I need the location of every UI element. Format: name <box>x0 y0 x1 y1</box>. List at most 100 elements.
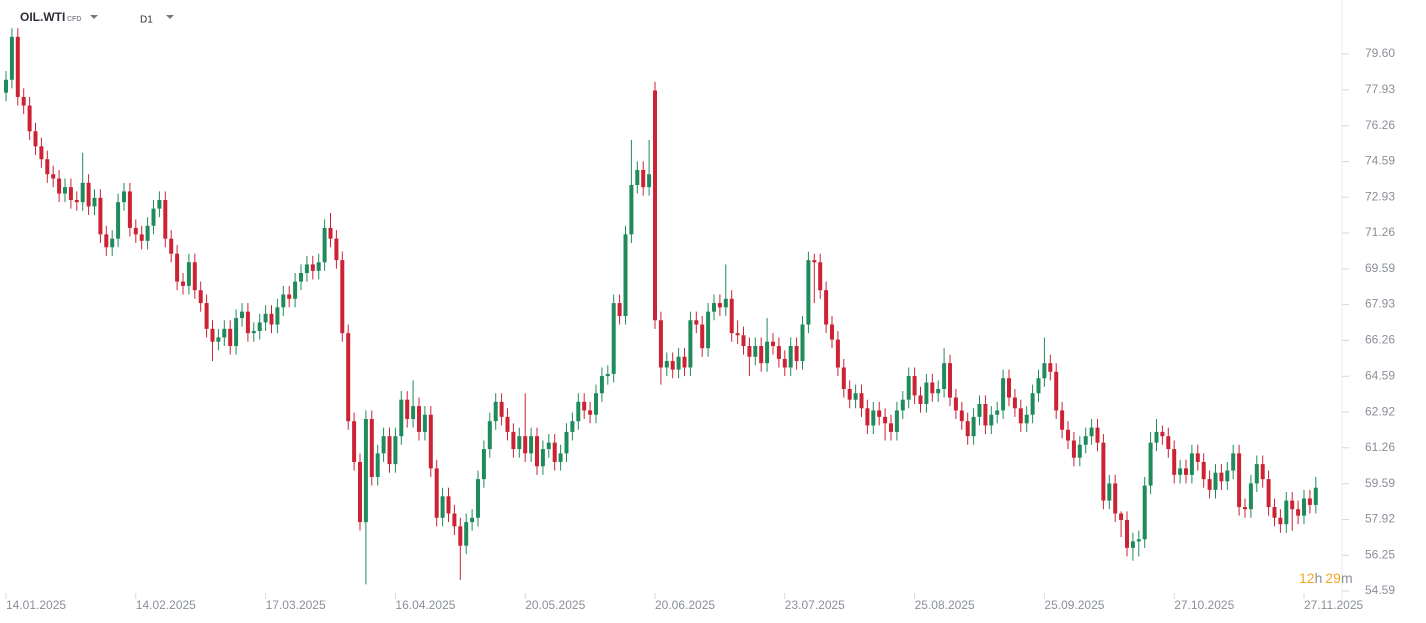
y-tick-label: 77.93 <box>1365 82 1395 96</box>
x-tick-label: 27.11.2025 <box>1304 598 1363 612</box>
candle-body <box>322 227 327 263</box>
candle-body <box>45 159 50 175</box>
symbol-selector[interactable]: OIL.WTI CFD <box>20 10 98 24</box>
candle-body <box>759 346 764 364</box>
candle-body <box>186 262 191 286</box>
candle-body <box>222 328 227 338</box>
candle-body <box>617 303 622 316</box>
dropdown-arrow[interactable] <box>166 15 174 19</box>
candle-body <box>1113 483 1118 514</box>
interval[interactable]: D1 <box>140 15 153 26</box>
candle-body <box>582 401 587 411</box>
candle-body <box>181 281 185 286</box>
candle-body <box>127 191 132 228</box>
x-tick-label: 16.04.2025 <box>395 598 455 612</box>
candle-body <box>163 200 168 239</box>
candle-body <box>1066 429 1070 441</box>
candle-body <box>558 453 563 462</box>
candle-body <box>228 328 233 347</box>
candle-body <box>611 303 616 374</box>
candle-body <box>735 333 740 336</box>
candle-body <box>1296 509 1301 516</box>
y-tick-label: 66.26 <box>1365 333 1395 347</box>
candle-body <box>157 200 162 209</box>
candle-body <box>517 436 522 450</box>
x-tick-label: 25.08.2025 <box>915 598 975 612</box>
candle-body <box>393 436 398 465</box>
candle-body <box>304 264 309 274</box>
candle-body <box>1248 483 1253 510</box>
candle-body <box>546 442 551 450</box>
candle-body <box>216 337 221 342</box>
candle-body <box>251 330 256 334</box>
candle-body <box>653 90 657 321</box>
candle-body <box>470 517 475 523</box>
candle-body <box>1201 461 1206 480</box>
y-tick-label: 57.92 <box>1365 512 1395 526</box>
candle-body <box>1272 507 1277 518</box>
candle-body <box>4 79 8 93</box>
candle-body <box>576 401 581 422</box>
candle-body <box>647 174 652 188</box>
y-tick-label: 69.59 <box>1365 261 1395 275</box>
candle-body <box>747 346 752 357</box>
candle-body <box>989 414 994 426</box>
candle-body <box>51 174 56 179</box>
candle-body <box>712 303 716 312</box>
y-tick-label: 56.25 <box>1365 548 1395 562</box>
x-tick-label: 20.05.2025 <box>525 598 585 612</box>
x-tick-label: 14.02.2025 <box>136 598 196 612</box>
candle-body <box>971 416 976 437</box>
dropdown-arrow[interactable] <box>90 15 98 19</box>
candle-body <box>1048 363 1053 372</box>
candle-body <box>39 146 44 160</box>
candle-body <box>499 401 504 417</box>
candle-body <box>942 363 947 389</box>
candle-body <box>918 395 923 404</box>
candle-body <box>15 36 20 97</box>
candle-body <box>806 260 811 325</box>
candle-body <box>1125 519 1129 548</box>
countdown-minutes-unit: m <box>1341 570 1353 586</box>
candle-body <box>965 421 970 437</box>
candle-body <box>476 479 480 518</box>
candle-body <box>452 513 457 527</box>
candle-body <box>299 273 303 282</box>
candle-body <box>334 238 339 261</box>
candle-body <box>723 298 728 308</box>
candle-body <box>511 431 516 450</box>
candle-body <box>782 358 787 368</box>
candle-body <box>995 410 1000 415</box>
candle-body <box>340 260 345 334</box>
symbol-type[interactable]: CFD <box>67 16 81 23</box>
candle-body <box>139 234 144 241</box>
candle-body <box>417 406 421 432</box>
candle-body <box>1307 498 1312 505</box>
candle-body <box>1154 431 1159 443</box>
interval-selector[interactable]: D1 <box>140 15 174 26</box>
countdown-hours: 12 <box>1299 570 1315 586</box>
candle-body <box>741 335 746 347</box>
candle-body <box>310 264 315 271</box>
candle-body <box>523 436 528 454</box>
candle-body <box>1071 440 1076 458</box>
candle-body <box>1189 453 1194 475</box>
y-tick-label: 61.26 <box>1365 440 1395 454</box>
candle-body <box>1260 464 1265 480</box>
candle-body <box>1042 363 1047 379</box>
candle-body <box>98 197 103 235</box>
candle-body <box>570 421 575 432</box>
candle-body <box>1166 436 1171 450</box>
candle-body <box>1036 378 1041 394</box>
candle-body <box>1142 485 1147 540</box>
candle-body <box>399 399 404 437</box>
countdown-minutes: 29 <box>1325 570 1341 586</box>
x-tick-label: 14.01.2025 <box>6 598 66 612</box>
candle-body <box>316 262 321 271</box>
symbol[interactable]: OIL.WTI <box>20 10 65 24</box>
candle-body <box>800 324 805 362</box>
candle-body <box>505 416 510 432</box>
candle-body <box>1001 378 1006 411</box>
candle-body <box>204 303 209 329</box>
candle-body <box>812 260 817 263</box>
